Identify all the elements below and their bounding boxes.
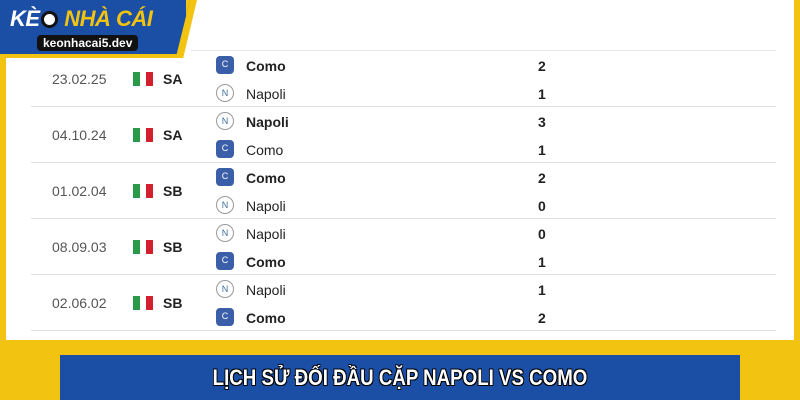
team-line: N Napoli 1 [216,275,776,303]
team-score: 1 [538,282,546,298]
team-line: N Napoli 0 [216,219,776,247]
team-line: C Como 2 [216,303,776,331]
team-name: Napoli [246,282,286,298]
logo-domain: keonhacai5.dev [37,35,139,51]
team-score: 1 [538,86,546,102]
team-line: N Napoli 1 [216,79,776,107]
league-code: SA [163,127,183,143]
team-score: 3 [538,114,546,130]
match-row[interactable]: 02.06.02 SB N Napoli 1 C Como 2 [31,275,776,331]
napoli-crest-icon: N [216,280,234,298]
page-title-banner: LỊCH SỬ ĐỐI ĐẦU CẶP NAPOLI VS COMO [60,355,740,400]
team-score: 2 [538,310,546,326]
team-name: Como [246,142,284,158]
team-name: Como [246,310,286,326]
league-code: SA [163,71,183,87]
logo-word-nhacai: NHÀ CÁI [64,6,153,31]
team-line: C Como 1 [216,247,776,275]
team-score: 1 [538,254,546,270]
italy-flag-icon [133,240,154,254]
team-score: 0 [538,198,546,214]
napoli-crest-icon: N [216,196,234,214]
match-date: 04.10.24 [52,127,107,143]
team-name: Napoli [246,226,286,242]
team-line: C Como 2 [216,163,776,191]
league-code: SB [163,239,183,255]
italy-flag-icon [133,296,154,310]
como-crest-icon: C [216,56,234,74]
team-name: Como [246,170,286,186]
league-code: SB [163,295,183,311]
team-line: N Napoli 0 [216,191,776,219]
como-crest-icon: C [216,252,234,270]
match-date: 02.06.02 [52,295,107,311]
team-line: N Napoli 3 [216,107,776,135]
site-logo[interactable]: KÈ NHÀ CÁI keonhacai5.dev [0,0,190,54]
team-score: 1 [538,142,546,158]
team-name: Como [246,58,286,74]
como-crest-icon: C [216,168,234,186]
italy-flag-icon [133,128,154,142]
como-crest-icon: C [216,140,234,158]
team-line: C Como 2 [216,51,776,79]
italy-flag-icon [133,184,154,198]
team-score: 2 [538,170,546,186]
match-date: 01.02.04 [52,183,107,199]
napoli-crest-icon: N [216,112,234,130]
divider [191,50,776,51]
match-row[interactable]: 01.02.04 SB C Como 2 N Napoli 0 [31,163,776,219]
napoli-crest-icon: N [216,224,234,242]
match-row[interactable]: 23.02.25 SA C Como 2 N Napoli 1 [31,51,776,107]
como-crest-icon: C [216,308,234,326]
team-name: Napoli [246,198,286,214]
napoli-crest-icon: N [216,84,234,102]
match-row[interactable]: 08.09.03 SB N Napoli 0 C Como 1 [31,219,776,275]
team-name: Napoli [246,86,286,102]
match-date: 23.02.25 [52,71,107,87]
match-row[interactable]: 04.10.24 SA N Napoli 3 C Como 1 [31,107,776,163]
italy-flag-icon [133,72,154,86]
logo-text: KÈ NHÀ CÁI [10,6,153,32]
team-score: 2 [538,58,546,74]
team-score: 0 [538,226,546,242]
team-name: Como [246,254,286,270]
league-code: SB [163,183,183,199]
match-date: 08.09.03 [52,239,107,255]
team-name: Napoli [246,114,289,130]
soccer-ball-icon [40,11,58,28]
team-line: C Como 1 [216,135,776,163]
logo-word-ke: KÈ [10,6,40,31]
